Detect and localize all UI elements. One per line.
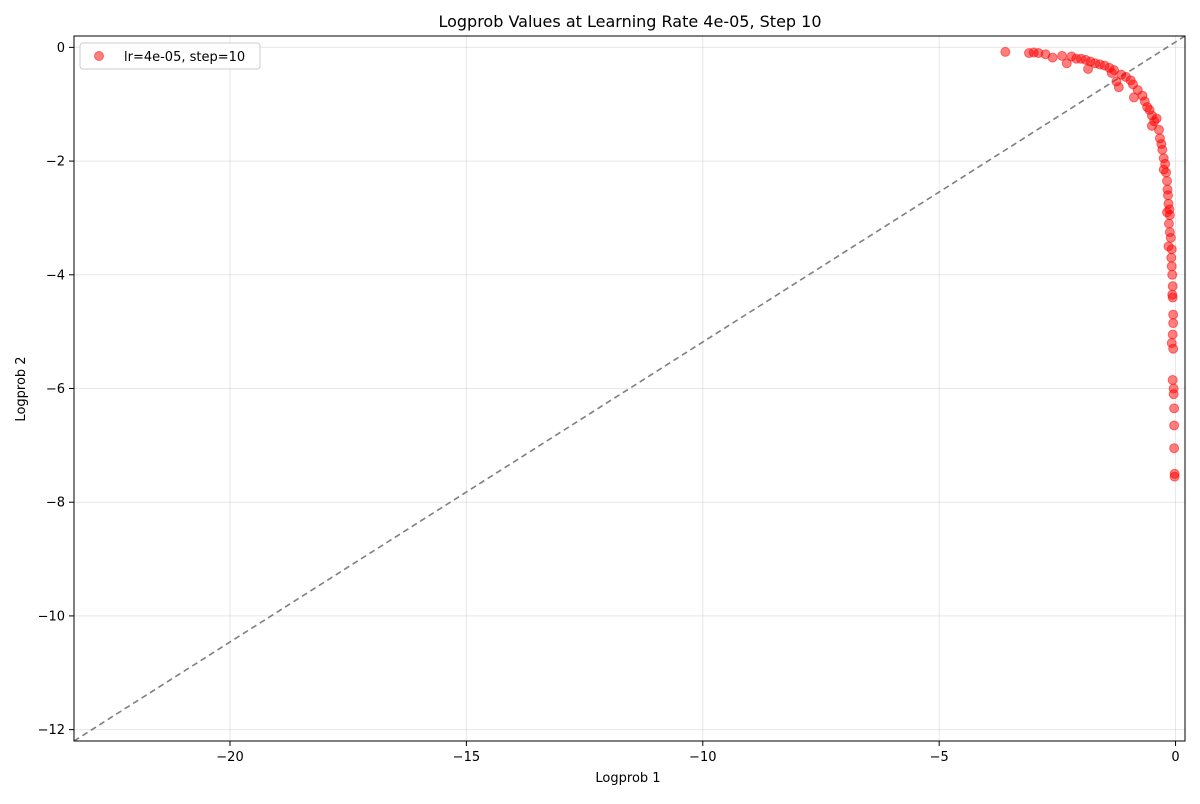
y-tick-label: −4: [46, 268, 65, 283]
data-point: [1169, 403, 1180, 414]
data-point: [1061, 58, 1072, 69]
data-point: [1169, 420, 1180, 431]
data-point: [1162, 207, 1173, 218]
x-axis-ticks: −20 −15 −10 −5 0: [216, 741, 1180, 765]
data-point: [1167, 329, 1178, 340]
data-point: [1047, 52, 1058, 63]
x-tick-label: −20: [216, 750, 243, 765]
data-points: [1000, 46, 1180, 482]
data-point: [1162, 175, 1173, 186]
data-point: [1168, 389, 1179, 400]
data-point: [1169, 471, 1180, 482]
x-tick-label: 0: [1171, 750, 1179, 765]
data-point: [1163, 218, 1174, 229]
data-point: [1153, 124, 1164, 135]
y-tick-label: 0: [57, 41, 65, 56]
data-point: [1167, 269, 1178, 280]
legend-label: lr=4e-05, step=10: [124, 50, 245, 65]
y-tick-label: −8: [46, 496, 65, 511]
data-point: [1169, 443, 1180, 454]
x-tick-label: −10: [689, 750, 716, 765]
y-tick-label: −2: [46, 155, 65, 170]
y-tick-label: −10: [38, 609, 65, 624]
x-tick-label: −5: [930, 750, 949, 765]
legend: lr=4e-05, step=10: [79, 42, 261, 70]
y-tick-label: −6: [46, 382, 65, 397]
y-axis-label: Logprob 2: [14, 356, 29, 421]
legend-box: [79, 42, 261, 70]
data-point: [1167, 292, 1178, 303]
x-axis-label: Logprob 1: [595, 771, 660, 786]
data-point: [1161, 167, 1172, 178]
legend-marker: [94, 51, 104, 61]
data-point: [1167, 374, 1178, 385]
data-point: [1113, 82, 1124, 93]
data-point: [1165, 232, 1176, 243]
data-point: [1167, 281, 1178, 292]
data-point: [1166, 252, 1177, 263]
data-point: [1151, 113, 1162, 124]
data-point: [1166, 261, 1177, 272]
y-tick-label: −12: [38, 723, 65, 738]
chart-title: Logprob Values at Learning Rate 4e-05, S…: [438, 12, 821, 31]
x-tick-label: −15: [453, 750, 480, 765]
data-point: [1163, 241, 1174, 252]
data-point: [1168, 318, 1179, 329]
data-point: [1157, 144, 1168, 155]
data-point: [1162, 190, 1173, 201]
data-point: [1109, 65, 1120, 76]
data-point: [1000, 46, 1011, 57]
data-point: [1168, 309, 1179, 320]
y-axis-ticks: −12 −10 −8 −6 −4 −2 0: [38, 41, 74, 738]
data-point: [1168, 343, 1179, 354]
